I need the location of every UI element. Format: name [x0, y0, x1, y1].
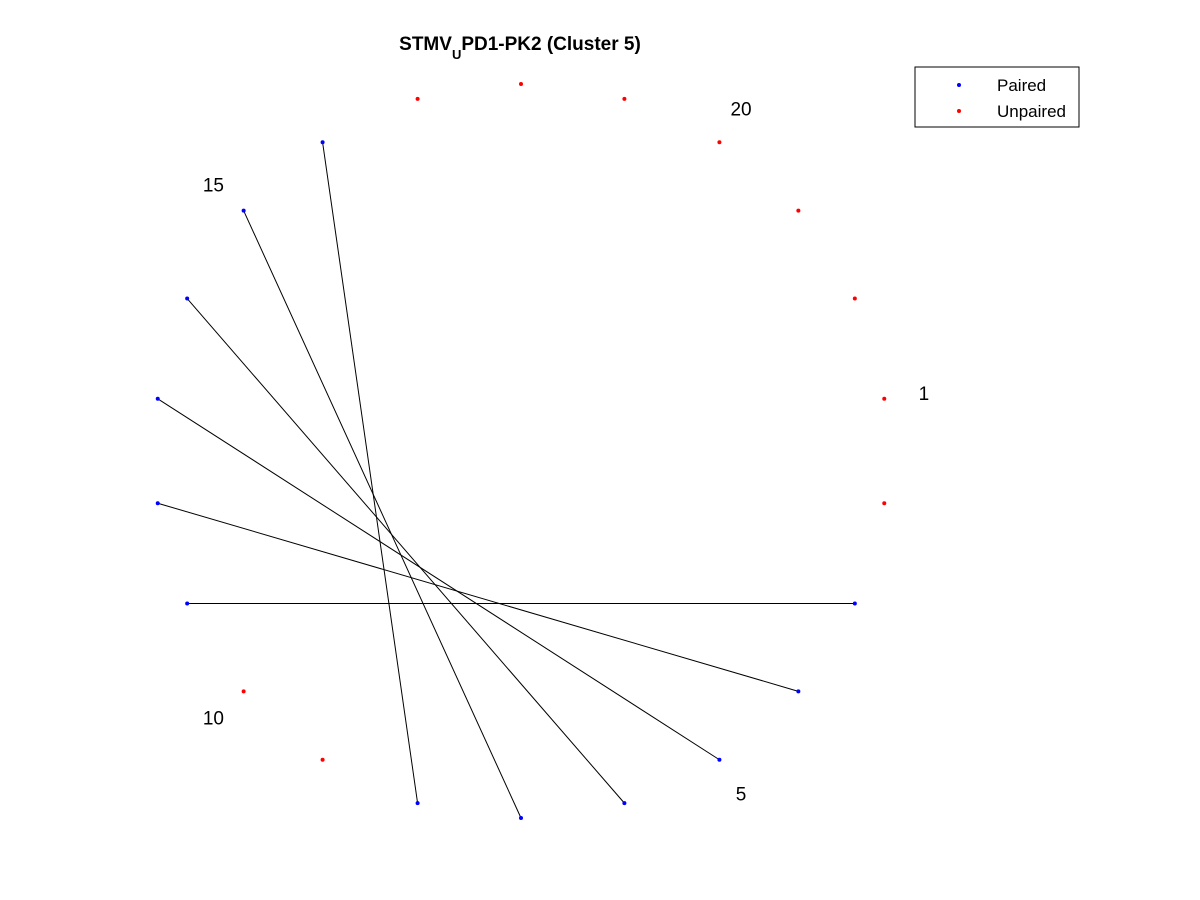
node-15 [241, 208, 246, 213]
node-17 [415, 96, 420, 101]
node-18 [519, 82, 523, 86]
node-10 [241, 689, 246, 694]
node-6 [622, 801, 627, 806]
node-4 [796, 689, 801, 694]
node-5 [717, 757, 722, 762]
chart-title: STMVUPD1-PK2 (Cluster 5) [399, 34, 641, 62]
node-14 [185, 296, 190, 301]
node-number-5: 5 [736, 784, 747, 805]
node-number-10: 10 [203, 709, 224, 730]
pair-line-5-13 [157, 398, 720, 761]
chart-title-suffix: PD1-PK2 (Cluster 5) [461, 34, 641, 55]
node-8 [415, 801, 420, 806]
legend-marker-unpaired [957, 109, 961, 113]
node-13 [155, 396, 160, 401]
node-7 [519, 816, 523, 820]
pair-line-8-16 [322, 142, 419, 804]
node-11 [185, 601, 190, 606]
legend-label-unpaired: Unpaired [997, 102, 1066, 121]
node-20 [717, 140, 722, 145]
node-16 [320, 140, 325, 145]
node-1 [882, 396, 887, 401]
legend-label-paired: Paired [997, 76, 1046, 95]
chart-title-subscript: U [452, 47, 461, 62]
node-3 [852, 601, 857, 606]
legend: Paired Unpaired [914, 66, 1080, 128]
pair-line-4-12 [157, 502, 799, 692]
node-9 [320, 757, 325, 762]
node-22 [852, 296, 857, 301]
node-number-1: 1 [919, 384, 930, 405]
node-number-15: 15 [203, 175, 224, 196]
node-12 [155, 501, 160, 506]
legend-box [914, 66, 1080, 128]
nodes [155, 82, 887, 820]
legend-marker-paired [957, 83, 961, 87]
pair-line-7-15 [243, 210, 522, 819]
pair-lines [157, 142, 855, 819]
node-21 [796, 208, 801, 213]
pair-line-6-14 [186, 298, 625, 804]
chart-title-prefix: STMV [399, 34, 452, 55]
node-19 [622, 96, 627, 101]
node-2 [882, 501, 887, 506]
node-number-20: 20 [730, 100, 751, 121]
